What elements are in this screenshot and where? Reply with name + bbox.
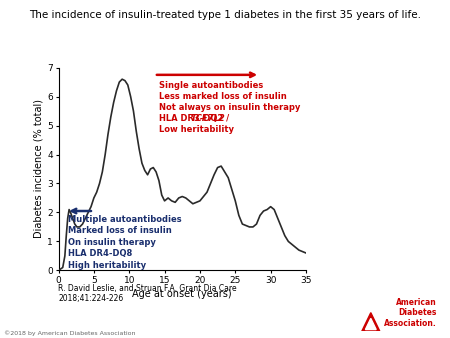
Text: R. David Leslie, and Struan F.A. Grant Dia Care
2018;41:224-226: R. David Leslie, and Struan F.A. Grant D… <box>58 284 237 303</box>
Text: The incidence of insulin-treated type 1 diabetes in the first 35 years of life.: The incidence of insulin-treated type 1 … <box>29 10 421 20</box>
Polygon shape <box>362 313 380 331</box>
X-axis label: Age at onset (years): Age at onset (years) <box>132 289 232 299</box>
Text: Low heritability: Low heritability <box>159 125 234 134</box>
Text: Less marked loss of insulin: Less marked loss of insulin <box>159 92 287 101</box>
Text: HLA DR3-DQ2 /: HLA DR3-DQ2 / <box>159 114 232 123</box>
Y-axis label: Diabetes incidence (% total): Diabetes incidence (% total) <box>33 99 43 239</box>
Text: American
Diabetes
Association.: American Diabetes Association. <box>384 298 436 328</box>
Text: Multiple autoantibodies
Marked loss of insulin
On insulin therapy
HLA DR4-DQ8
Hi: Multiple autoantibodies Marked loss of i… <box>68 215 181 270</box>
Polygon shape <box>365 318 376 330</box>
Text: TCF7L2: TCF7L2 <box>191 114 225 123</box>
Text: ©2018 by American Diabetes Association: ©2018 by American Diabetes Association <box>4 331 136 336</box>
Text: Not always on insulin therapy: Not always on insulin therapy <box>159 103 300 112</box>
Text: Single autoantibodies: Single autoantibodies <box>159 81 263 90</box>
